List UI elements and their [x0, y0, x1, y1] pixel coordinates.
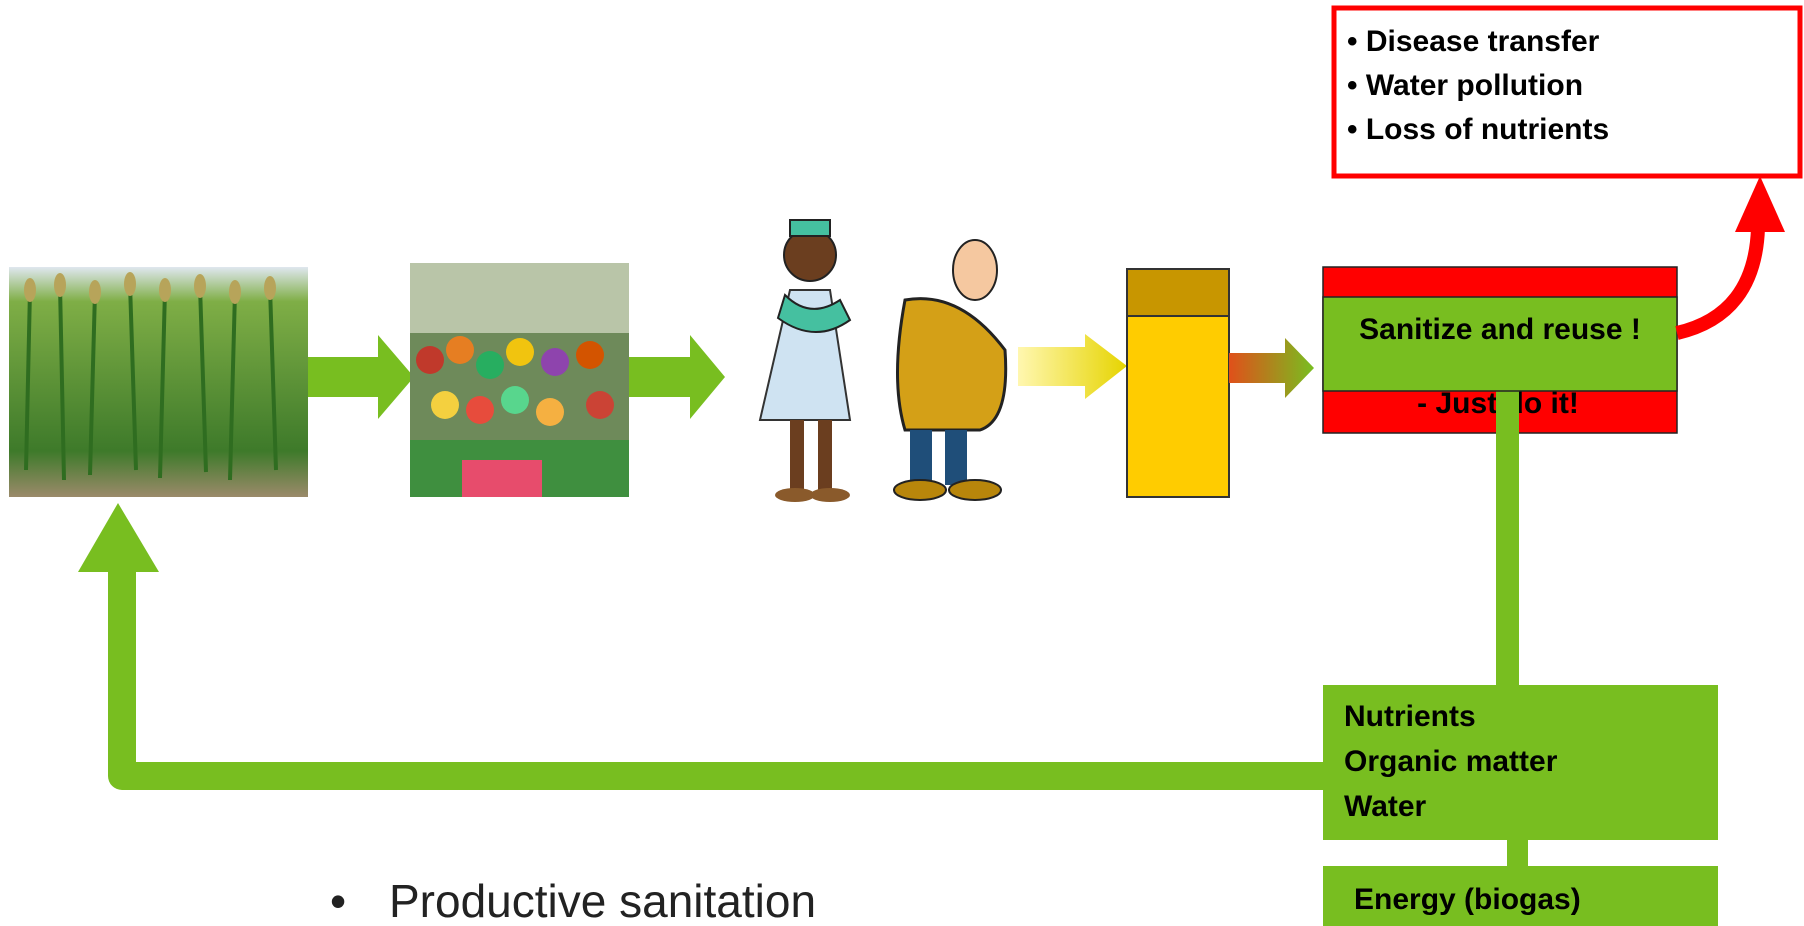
risk-item: • Loss of nutrients	[1347, 113, 1609, 146]
toilet-container	[1127, 269, 1229, 497]
reuse-text: Sanitize and reuse !	[1359, 313, 1641, 346]
risk-item: • Disease transfer	[1347, 25, 1600, 58]
flow-arrow	[629, 335, 725, 419]
connector	[1496, 391, 1519, 687]
risk-text: Loss of nutrients	[1366, 113, 1609, 146]
risk-text: Disease transfer	[1366, 25, 1600, 58]
return-arrowhead	[78, 503, 159, 572]
risk-text: Water pollution	[1366, 69, 1583, 102]
flow-arrow	[1018, 334, 1127, 399]
people-illustration	[760, 220, 1006, 502]
connector	[1507, 840, 1528, 866]
field-image	[9, 267, 308, 497]
risk-item: • Water pollution	[1347, 69, 1583, 102]
bullet-text: Productive sanitation	[389, 875, 816, 926]
output-item: Nutrients	[1344, 700, 1476, 733]
output-item: Water	[1344, 790, 1427, 823]
diagram: - Just do it! Sanitize and reuse ! • Dis…	[0, 0, 1804, 926]
page: - Just do it! Sanitize and reuse ! • Dis…	[0, 0, 1804, 926]
risks-list: • Disease transfer • Water pollution • L…	[1347, 25, 1609, 146]
return-loop	[122, 565, 1323, 776]
bullet-item: •	[330, 875, 346, 926]
output-item: Organic matter	[1344, 745, 1558, 778]
risk-arrowhead	[1735, 176, 1785, 232]
flow-arrow	[308, 335, 414, 419]
energy-text: Energy (biogas)	[1354, 883, 1581, 916]
flow-arrow	[1229, 338, 1314, 398]
risk-arrow	[1677, 228, 1758, 333]
market-image	[410, 263, 629, 497]
